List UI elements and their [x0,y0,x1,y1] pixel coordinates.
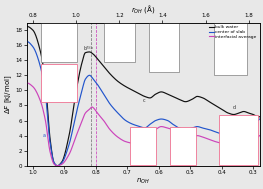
Bar [130,127,156,165]
Bar [214,22,247,75]
Bar [41,64,77,102]
X-axis label: $r_{OH}$ (Å): $r_{OH}$ (Å) [131,3,155,15]
Text: a: a [42,133,45,138]
Text: c: c [142,98,145,103]
Bar [41,22,77,62]
Text: d: d [233,105,236,110]
X-axis label: $n_{OH}$: $n_{OH}$ [136,176,150,186]
Text: b: b [83,46,86,51]
Text: $TS_a$: $TS_a$ [85,45,94,52]
Bar [170,127,196,165]
Y-axis label: $\Delta F$ [kJ/mol]: $\Delta F$ [kJ/mol] [3,74,14,114]
Bar [149,22,179,71]
Bar [219,115,258,165]
Bar [104,22,135,62]
Legend: bulk water, center of slab, interfacial average: bulk water, center of slab, interfacial … [208,25,257,39]
